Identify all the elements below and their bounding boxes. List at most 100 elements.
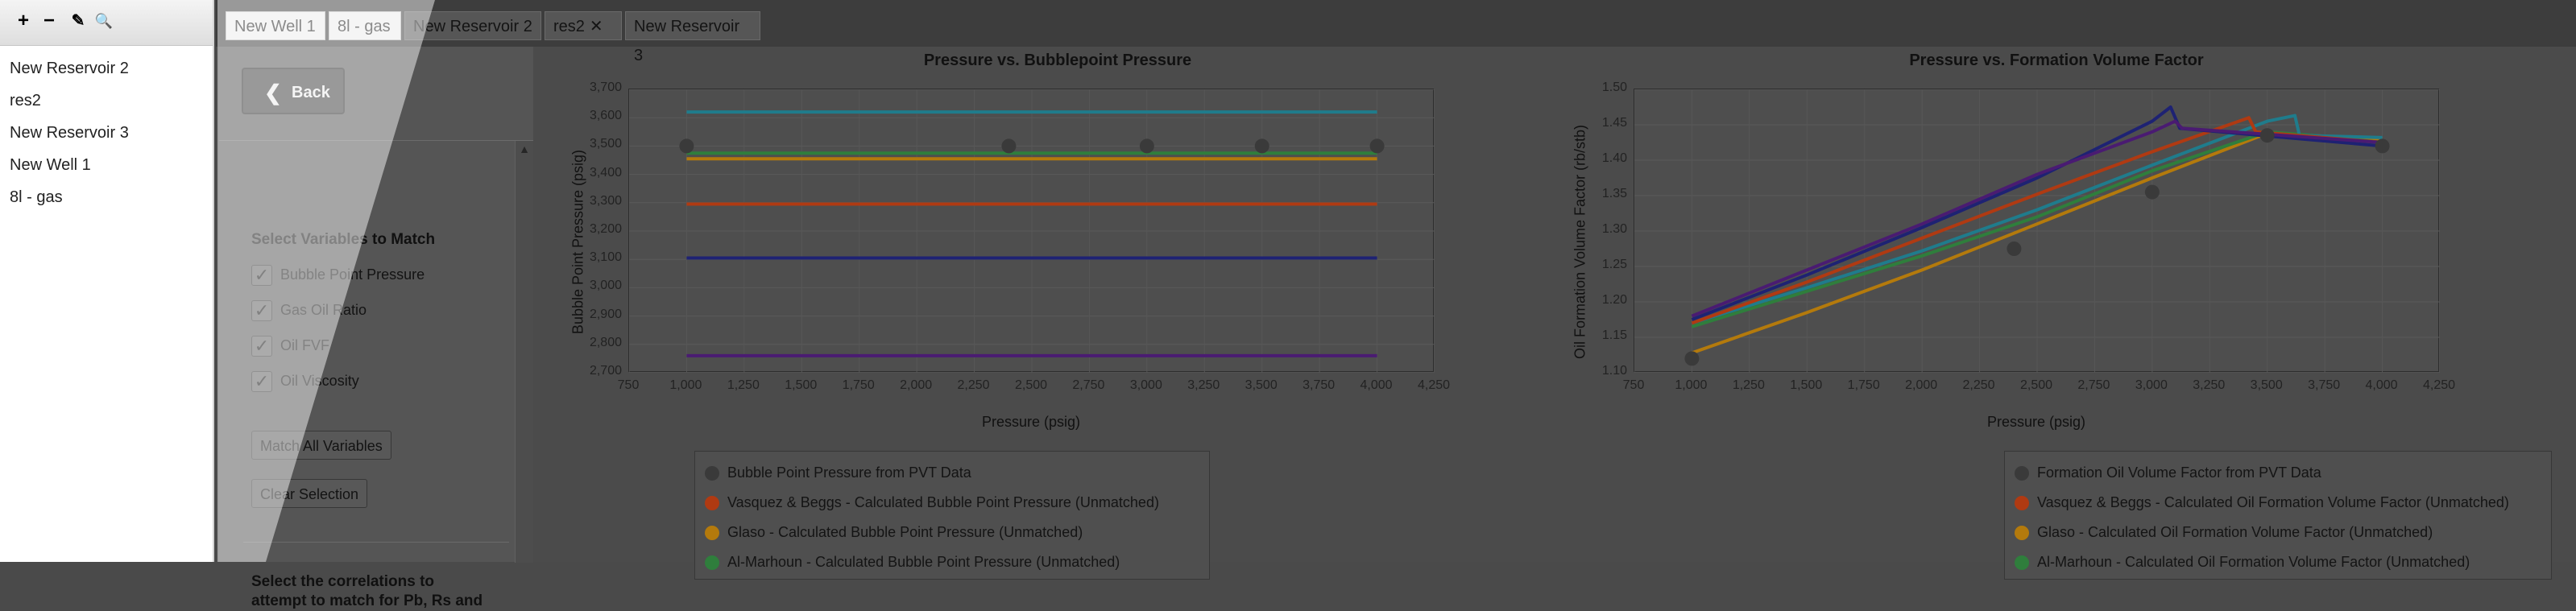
chart-title: Pressure vs. Bubblepoint Pressure xyxy=(923,52,1192,69)
legend-swatch xyxy=(2015,526,2029,540)
add-icon[interactable]: + xyxy=(17,10,29,31)
x-tick-label: 4,000 xyxy=(2365,378,2398,392)
plot-area xyxy=(628,89,1435,374)
plot-area xyxy=(1634,89,2441,374)
y-tick-label: 1.15 xyxy=(1601,328,1627,342)
divider xyxy=(243,542,509,543)
close-icon[interactable]: ✕ xyxy=(589,18,603,35)
legend-swatch xyxy=(705,466,719,481)
x-tick-label: 3,250 xyxy=(2193,378,2226,392)
y-tick-label: 3,100 xyxy=(589,250,622,265)
remove-icon[interactable]: − xyxy=(43,10,55,31)
tab-new-well-1[interactable]: New Well 1 xyxy=(226,11,325,40)
tab-new-reservoir-2[interactable]: New Reservoir 2 xyxy=(404,11,541,40)
legend-item: Glaso - Calculated Oil Formation Volume … xyxy=(2005,518,2551,547)
x-tick-label: 2,000 xyxy=(900,378,933,392)
data-point xyxy=(1001,138,1017,154)
search-icon[interactable]: 🔍 xyxy=(94,13,114,29)
edit-icon[interactable]: ✎ xyxy=(71,12,85,30)
y-tick-label: 1.40 xyxy=(1601,151,1627,165)
settings-panel: ❮ Back ▲ Select Variables to Match ✓ Bub… xyxy=(219,47,533,609)
checkbox-label: Bubble Point Pressure xyxy=(280,266,425,283)
legend-swatch xyxy=(705,555,719,570)
x-tick-label: 3,250 xyxy=(1187,378,1220,392)
legend-swatch xyxy=(705,526,719,540)
y-tick-label: 1.45 xyxy=(1601,116,1627,130)
checkbox-label: Oil FVF xyxy=(280,337,329,353)
sidebar-item-res2[interactable]: res2 xyxy=(10,92,41,109)
chart-formation-volume-factor: Pressure vs. Formation Volume Factor Oil… xyxy=(1553,47,2560,580)
scroll-up-icon[interactable]: ▲ xyxy=(519,142,530,155)
settings-scroll-area: ▲ Select Variables to Match ✓ Bubble Poi… xyxy=(219,140,533,609)
tab-label: 8l - gas xyxy=(338,18,391,35)
legend-swatch xyxy=(2015,555,2029,570)
match-all-variables-button[interactable]: Match All Variables xyxy=(251,431,391,460)
y-tick-label: 1.25 xyxy=(1601,258,1627,271)
x-tick-label: 2,250 xyxy=(1962,378,1995,392)
check-icon[interactable]: ✓ xyxy=(251,336,272,357)
x-tick-label: 750 xyxy=(1622,378,1645,392)
y-tick-label: 3,700 xyxy=(589,81,622,94)
x-tick-label: 2,250 xyxy=(957,378,990,392)
x-tick-label: 4,250 xyxy=(2422,378,2456,392)
tab-8l-gas[interactable]: 8l - gas xyxy=(329,11,401,40)
check-icon[interactable]: ✓ xyxy=(251,371,272,392)
chart-legend: Formation Oil Volume Factor from PVT Dat… xyxy=(2004,451,2552,580)
check-icon[interactable]: ✓ xyxy=(251,300,272,321)
legend-label: Glaso - Calculated Bubble Point Pressure… xyxy=(727,524,1083,540)
legend-label: Formation Oil Volume Factor from PVT Dat… xyxy=(2037,464,2321,481)
x-tick-label: 3,750 xyxy=(1302,378,1336,392)
y-tick-label: 3,300 xyxy=(589,193,622,208)
sidebar-item-new-reservoir-3[interactable]: New Reservoir 3 xyxy=(10,124,129,142)
tab-label: New Well 1 xyxy=(234,18,316,35)
check-icon[interactable]: ✓ xyxy=(251,265,272,286)
x-tick-label: 3,500 xyxy=(2250,378,2283,392)
legend-item: Vasquez & Beggs - Calculated Oil Formati… xyxy=(2005,488,2551,518)
y-tick-label: 3,200 xyxy=(589,222,622,236)
chevron-left-icon: ❮ xyxy=(264,81,282,105)
x-tick-label: 1,750 xyxy=(1847,378,1880,392)
x-axis-label: Pressure (psig) xyxy=(981,414,1081,430)
data-point xyxy=(2259,128,2275,143)
settings-header: ❮ Back xyxy=(219,47,533,140)
plot-svg xyxy=(1634,89,2441,374)
y-tick-label: 1.30 xyxy=(1601,222,1627,236)
correlations-instructions: Select the correlations to attempt to ma… xyxy=(251,573,483,609)
data-point xyxy=(2144,184,2160,200)
series-line-vasquez xyxy=(1691,116,2383,325)
data-point xyxy=(1684,351,1700,366)
y-tick-label: 2,800 xyxy=(589,335,622,349)
x-tick-label: 3,750 xyxy=(2308,378,2341,392)
x-tick-label: 2,750 xyxy=(2077,378,2110,392)
chart-title: Pressure vs. Formation Volume Factor xyxy=(1909,52,2204,69)
tab-new-reservoir-3[interactable]: New Reservoir 3 xyxy=(625,11,760,64)
checkbox-label: Oil Viscosity xyxy=(280,373,359,389)
y-tick-label: 1.10 xyxy=(1601,364,1627,378)
legend-label: Glaso - Calculated Oil Formation Volume … xyxy=(2037,524,2433,540)
x-tick-label: 1,250 xyxy=(727,378,760,392)
legend-item: Vasquez & Beggs - Calculated Bubble Poin… xyxy=(695,488,1209,518)
legend-swatch xyxy=(705,496,719,510)
tab-res2[interactable]: res2 ✕ xyxy=(545,11,622,40)
sidebar-item-new-reservoir-2[interactable]: New Reservoir 2 xyxy=(10,60,129,77)
x-tick-label: 2,500 xyxy=(2019,378,2053,392)
section-title-variables: Select Variables to Match xyxy=(251,231,436,248)
clear-selection-button[interactable]: Clear Selection xyxy=(251,479,368,508)
data-point xyxy=(679,138,694,154)
sidebar-item-8l-gas[interactable]: 8l - gas xyxy=(10,188,63,206)
x-tick-label: 1,000 xyxy=(669,378,702,392)
y-tick-label: 3,000 xyxy=(589,279,622,293)
sidebar-item-new-well-1[interactable]: New Well 1 xyxy=(10,156,91,174)
tab-label: New Reservoir 3 xyxy=(634,18,740,64)
back-button[interactable]: ❮ Back xyxy=(242,68,345,114)
vertical-scrollbar[interactable]: ▲ xyxy=(515,141,533,563)
legend-label: Al-Marhoun - Calculated Oil Formation Vo… xyxy=(2037,554,2470,570)
y-tick-label: 2,900 xyxy=(589,307,622,321)
x-tick-label: 1,000 xyxy=(1675,378,1708,392)
plot-svg xyxy=(628,89,1435,374)
data-point xyxy=(2375,138,2390,154)
y-tick-label: 3,500 xyxy=(589,137,622,151)
x-tick-label: 1,750 xyxy=(842,378,875,392)
series-line-purple xyxy=(1691,119,2383,318)
x-tick-label: 3,500 xyxy=(1245,378,1278,392)
